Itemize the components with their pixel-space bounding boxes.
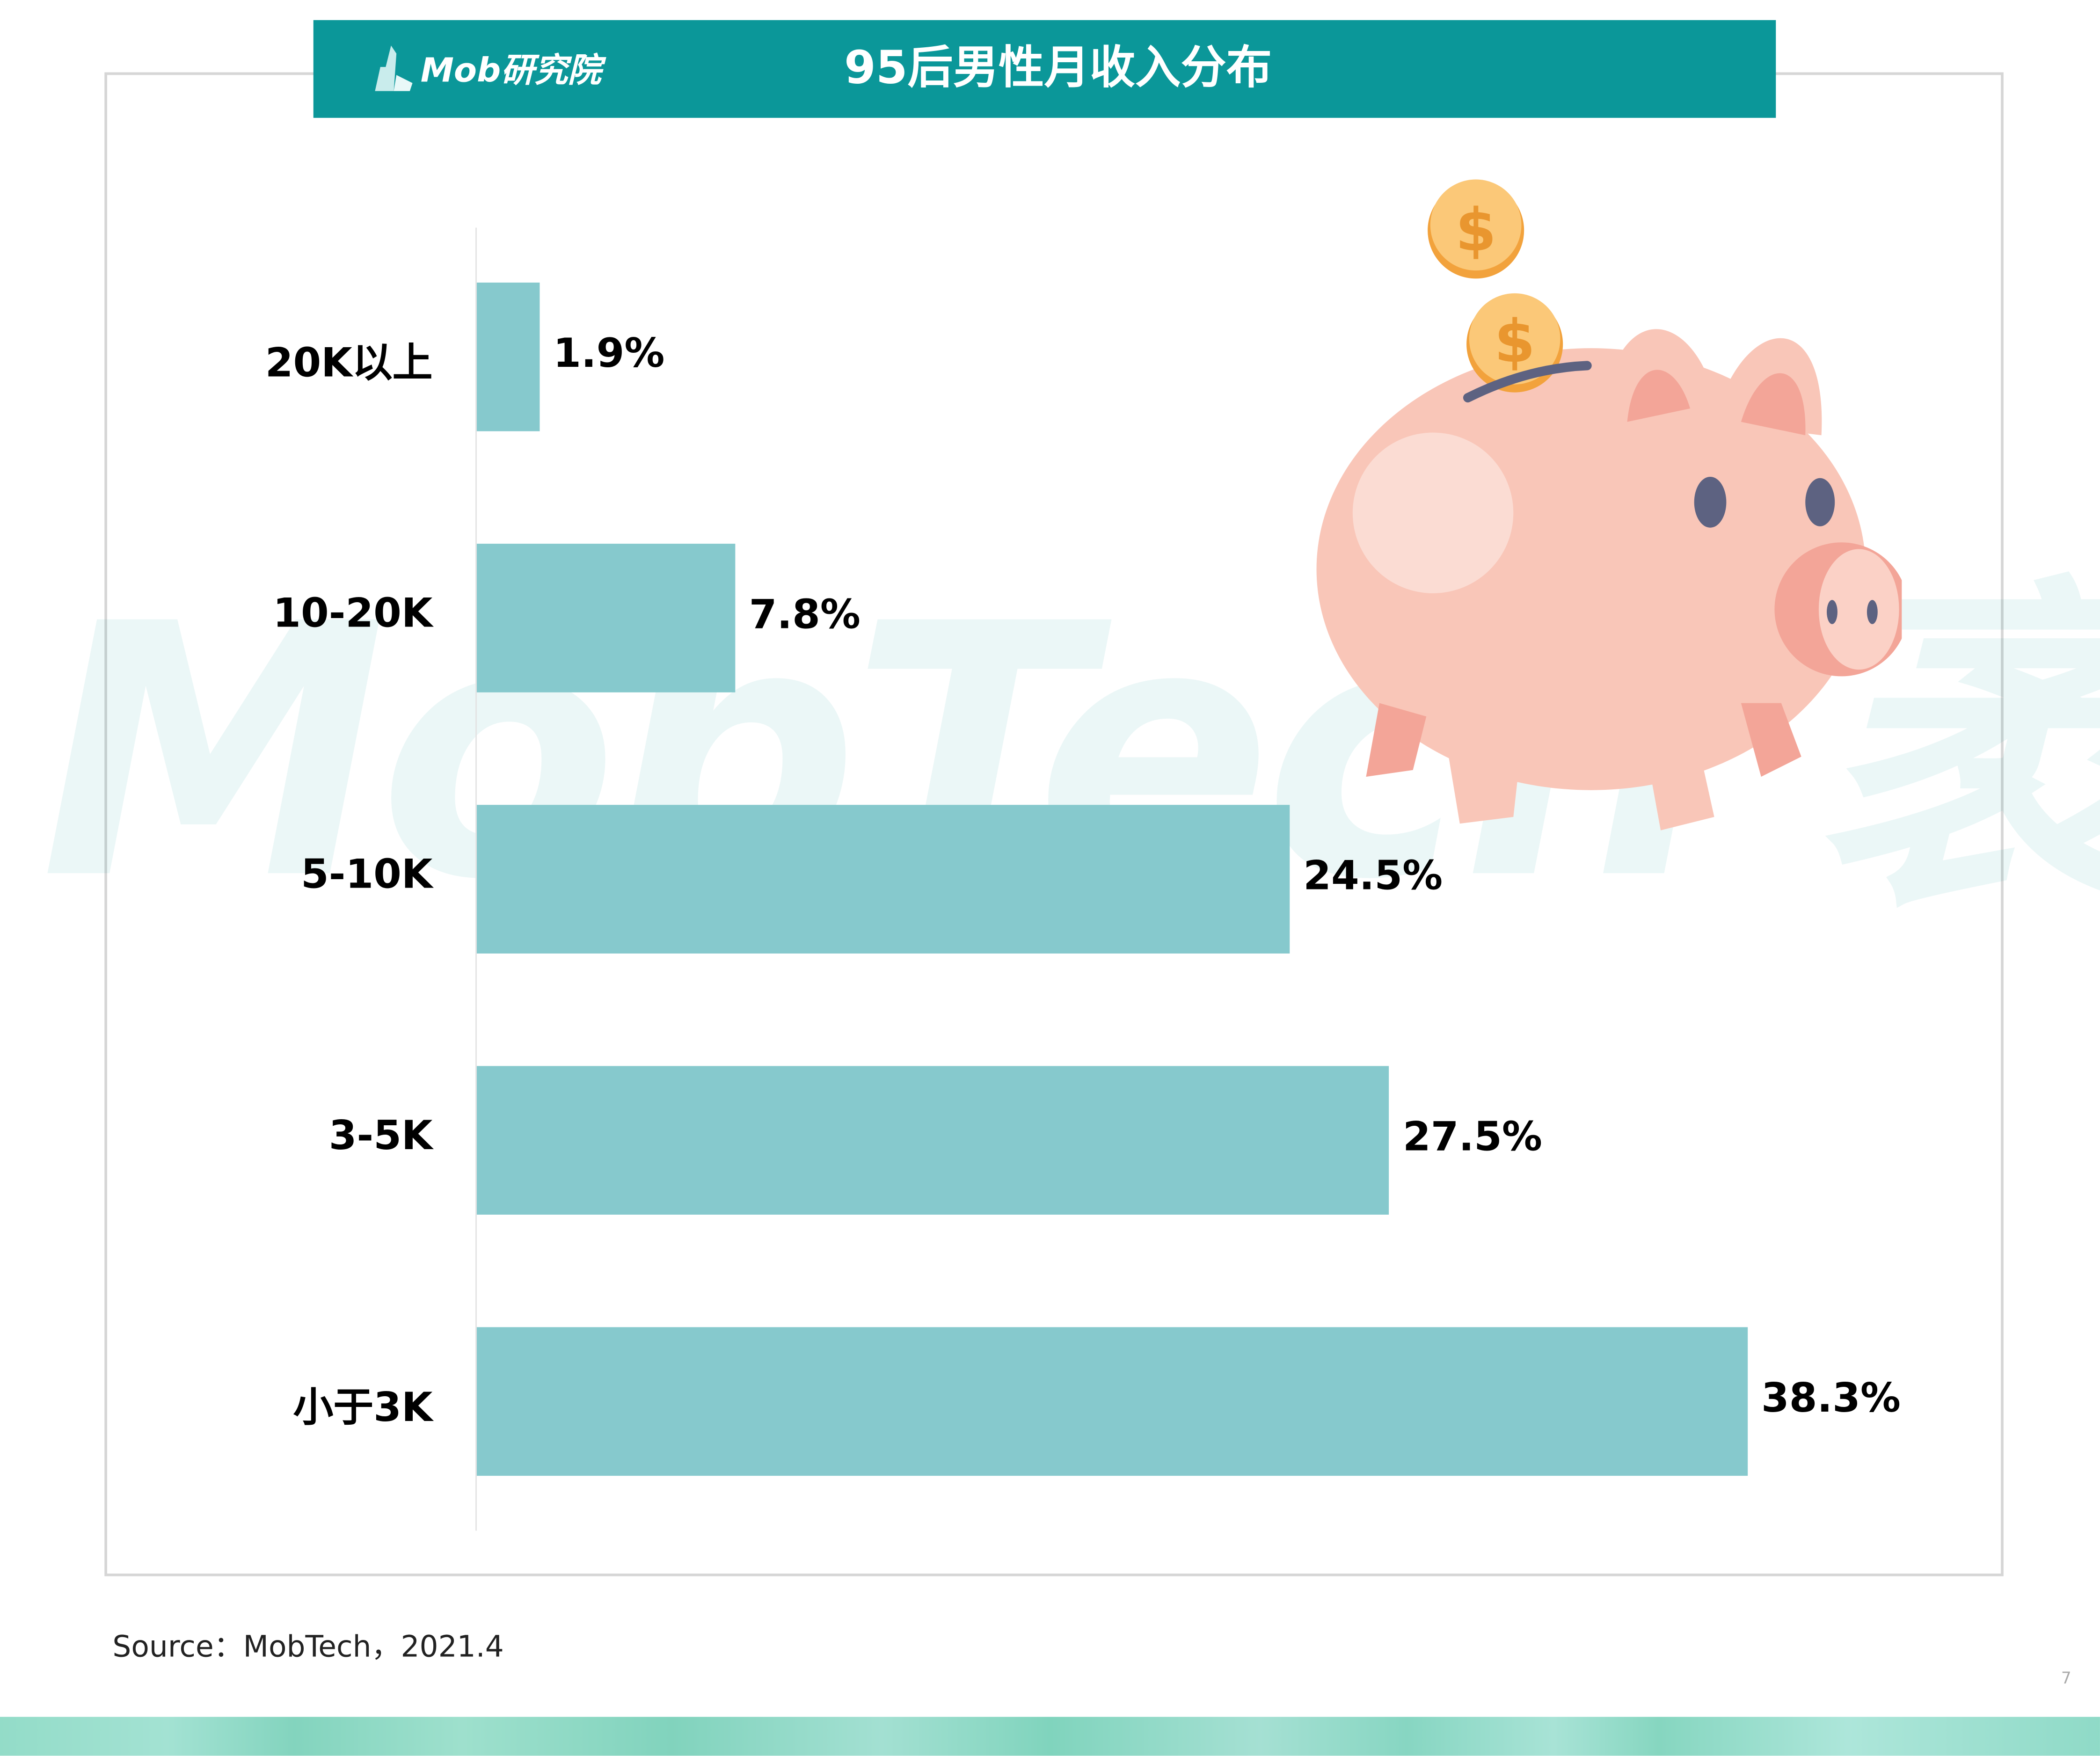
footer-stripe [0, 1717, 2100, 1756]
category-label: 20K以上 [265, 340, 433, 387]
logo-text: Mob研究院 [420, 51, 601, 90]
page-number: 7 [2061, 1669, 2071, 1688]
svg-text:$: $ [1455, 196, 1496, 264]
title-banner: Mob研究院 95后男性月收入分布 [313, 20, 1776, 118]
category-label: 5-10K [301, 852, 433, 899]
category-axis-line [475, 227, 477, 1531]
svg-text:$: $ [1494, 307, 1535, 376]
bar [476, 1326, 1748, 1475]
data-label: 1.9% [553, 330, 665, 378]
data-label: 24.5% [1303, 853, 1443, 900]
category-label: 10-20K [273, 590, 433, 638]
source-note: Source：MobTech，2021.4 [112, 1631, 504, 1665]
category-label: 小于3K [293, 1384, 433, 1432]
data-label: 7.8% [749, 592, 860, 639]
chart-title: 95后男性月收入分布 [844, 41, 1272, 95]
category-label: 3-5K [328, 1113, 433, 1160]
bar [476, 543, 736, 692]
mob-logo: Mob研究院 [372, 42, 601, 95]
data-label: 27.5% [1402, 1114, 1542, 1161]
data-label: 38.3% [1761, 1375, 1901, 1422]
bar [476, 804, 1290, 953]
bar [476, 282, 540, 431]
building-logo-icon [375, 45, 413, 91]
bar [476, 1065, 1390, 1214]
piggy-bank-icon: $ $ [1316, 179, 1902, 831]
